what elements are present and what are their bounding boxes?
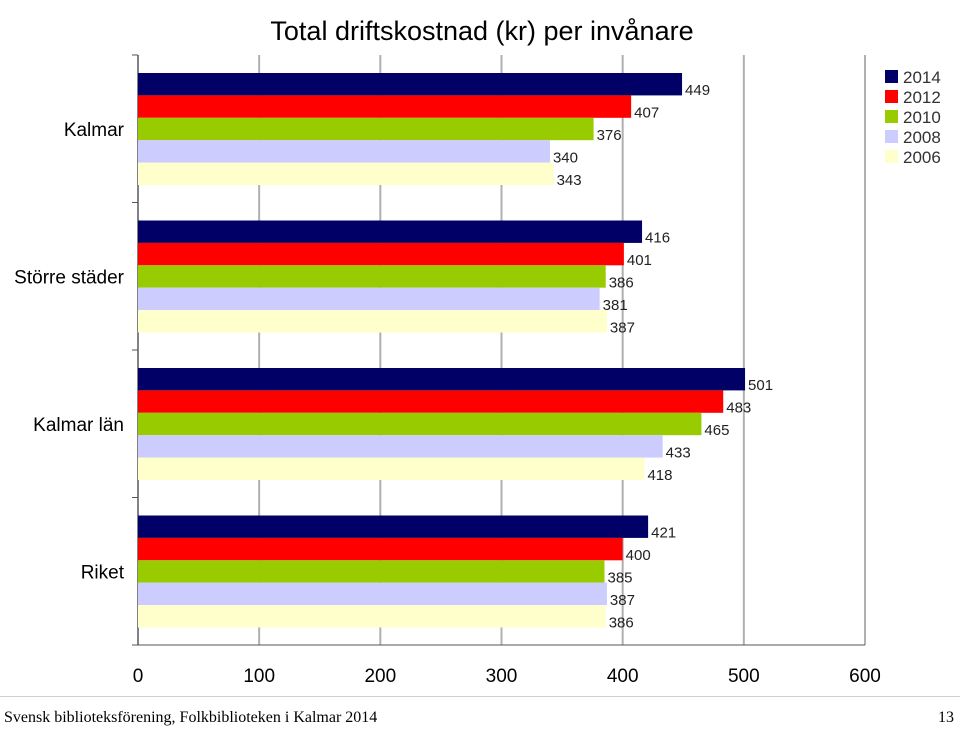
data-label: 407 (634, 105, 659, 122)
x-tick-label: 500 (728, 666, 760, 687)
data-label: 376 (597, 127, 622, 144)
legend-label: 2008 (903, 128, 941, 147)
bar (138, 220, 643, 243)
data-label: 400 (626, 547, 651, 564)
data-label: 418 (647, 467, 672, 484)
bar (138, 368, 746, 391)
data-label: 416 (645, 230, 670, 247)
data-label: 421 (651, 525, 676, 542)
bar-chart: 0 100 200 300 400 500 600 Kalmar Större städer Ka… (14, 16, 941, 687)
axes: 0 100 200 300 400 500 600 Kalmar Större städer Ka… (14, 54, 881, 687)
x-tick-label: 0 (133, 666, 144, 687)
bar (138, 265, 606, 288)
legend-swatch (885, 110, 898, 123)
bar (138, 95, 632, 118)
bar (138, 242, 624, 266)
x-tick-label: 300 (486, 666, 518, 687)
data-label: 343 (557, 172, 582, 189)
data-labels: 449 407 376 340 343 416 401 386 381 387 501 483 465 4… (553, 82, 773, 631)
bar (138, 390, 724, 413)
data-label: 449 (685, 82, 710, 99)
footer: Svensk biblioteksförening, Folkbibliotek… (0, 696, 960, 731)
data-label: 386 (609, 614, 634, 631)
legend-label: 2006 (903, 148, 941, 167)
bar (138, 73, 683, 96)
data-label: 433 (666, 444, 691, 461)
bar (138, 140, 550, 163)
legend-label: 2010 (903, 108, 941, 127)
bar (138, 605, 606, 628)
category-label: Riket (81, 562, 125, 583)
x-tick-label: 400 (607, 666, 639, 687)
x-tick-label: 100 (243, 666, 275, 687)
bar (138, 117, 594, 141)
bar (138, 582, 607, 606)
page-number: 13 (938, 709, 954, 726)
bar (138, 560, 605, 583)
bar (138, 162, 554, 185)
legend-label: 2012 (903, 88, 941, 107)
data-label: 483 (726, 400, 751, 417)
data-label: 387 (610, 592, 635, 609)
category-label: Större städer (14, 267, 124, 288)
category-label: Kalmar län (33, 415, 124, 436)
data-label: 340 (553, 149, 578, 166)
data-label: 385 (607, 570, 632, 587)
legend-label: 2014 (903, 68, 941, 87)
legend-swatch (885, 150, 898, 163)
data-label: 465 (704, 422, 729, 439)
x-tick-label: 200 (364, 666, 396, 687)
bar (138, 537, 623, 561)
bar (138, 412, 702, 436)
bar (138, 310, 607, 333)
chart-title: Total driftskostnad (kr) per invånare (270, 16, 693, 46)
bar (138, 435, 663, 458)
data-label: 387 (610, 319, 635, 336)
footer-source: Svensk biblioteksförening, Folkbibliotek… (4, 709, 378, 726)
x-tick-label: 600 (849, 666, 881, 687)
bar (138, 515, 649, 538)
legend-swatch (885, 90, 898, 103)
data-label: 501 (748, 377, 773, 394)
data-label: 386 (609, 275, 634, 292)
bars (138, 73, 746, 628)
data-label: 401 (627, 252, 652, 269)
legend-swatch (885, 70, 898, 83)
data-label: 381 (603, 297, 628, 314)
bar (138, 457, 645, 480)
category-label: Kalmar (64, 120, 125, 141)
legend-swatch (885, 130, 898, 143)
bar (138, 287, 600, 311)
